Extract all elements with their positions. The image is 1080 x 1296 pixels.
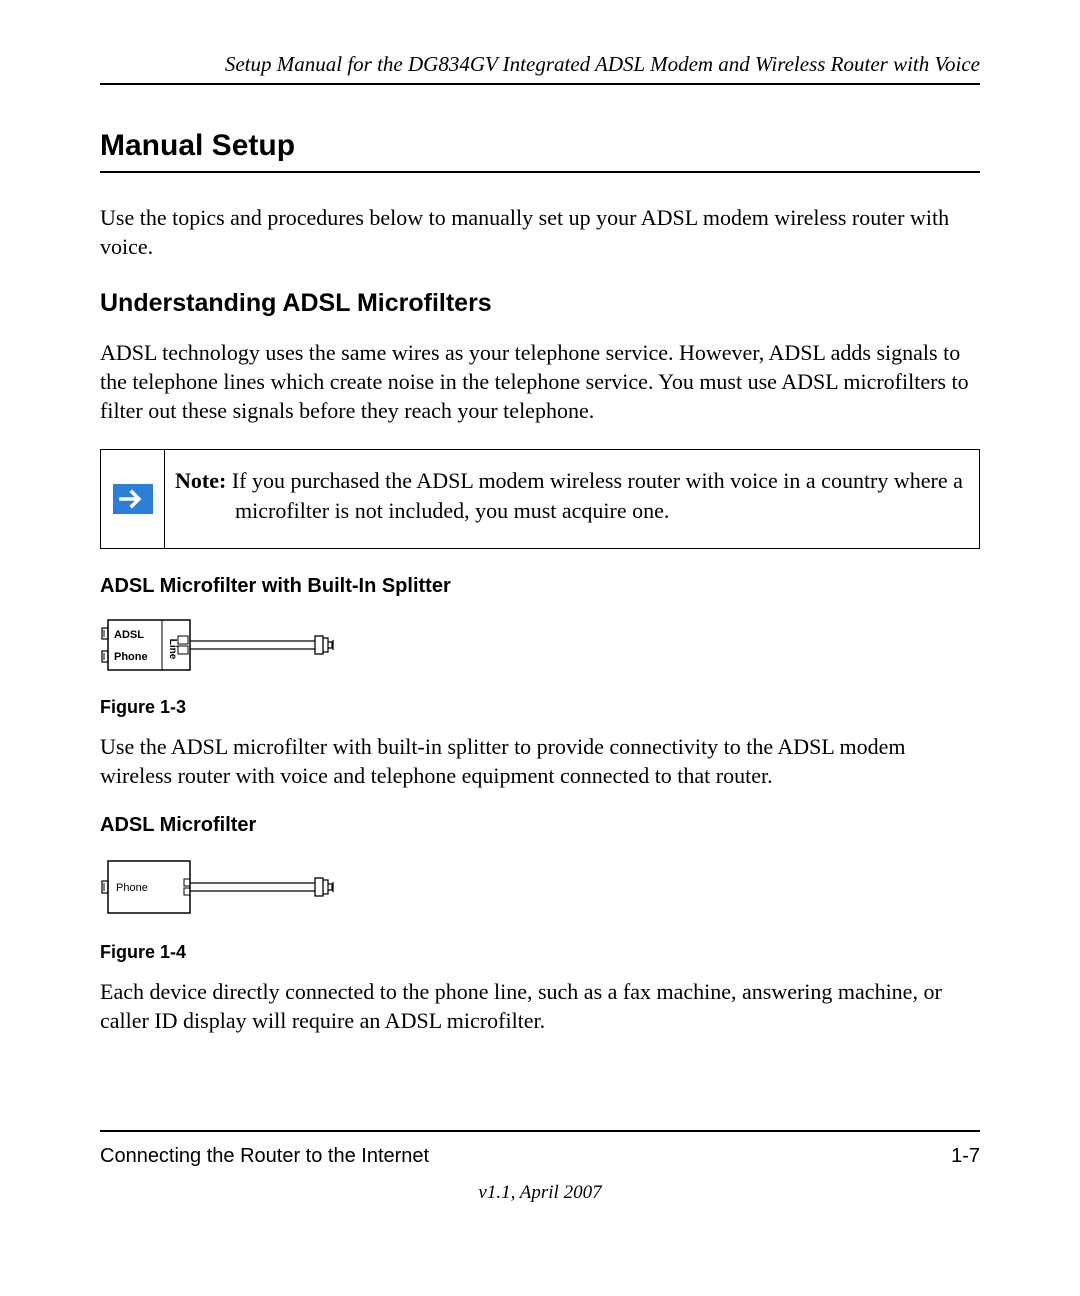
note-line2: microfilter is not included, you must ac… [175, 496, 963, 526]
note-callout: Note: If you purchased the ADSL modem wi… [100, 449, 980, 548]
page: Setup Manual for the DG834GV Integrated … [0, 0, 1080, 1296]
diagram-microfilter: Phone [100, 855, 980, 924]
footer-row: Connecting the Router to the Internet 1-… [100, 1145, 980, 1168]
figure-caption-1-3: Figure 1-3 [100, 697, 980, 718]
footer-version: v1.1, April 2007 [0, 1182, 1080, 1204]
label-phone: Phone [114, 651, 148, 663]
label-phone2: Phone [116, 882, 148, 894]
note-text: Note: If you purchased the ADSL modem wi… [165, 450, 977, 547]
footer-page-number: 1-7 [951, 1145, 980, 1168]
footer-rule [100, 1130, 980, 1132]
arrow-right-icon [113, 484, 153, 514]
label-line: Line [167, 638, 178, 659]
section-heading-2: Understanding ADSL Microfilters [100, 289, 980, 318]
subheading-microfilter: ADSL Microfilter [100, 814, 980, 837]
running-header: Setup Manual for the DG834GV Integrated … [100, 52, 980, 85]
footer-chapter: Connecting the Router to the Internet [100, 1145, 429, 1168]
note-label: Note: [175, 468, 226, 493]
subheading-splitter: ADSL Microfilter with Built-In Splitter [100, 575, 980, 598]
intro-paragraph: Use the topics and procedures below to m… [100, 203, 980, 261]
note-line1: If you purchased the ADSL modem wireless… [226, 468, 963, 493]
microfilter-paragraph: Each device directly connected to the ph… [100, 977, 980, 1035]
adsl-paragraph: ADSL technology uses the same wires as y… [100, 338, 980, 425]
splitter-paragraph: Use the ADSL microfilter with built-in s… [100, 732, 980, 790]
figure-caption-1-4: Figure 1-4 [100, 942, 980, 963]
label-adsl: ADSL [114, 629, 144, 641]
diagram-splitter: ADSL Phone Line [100, 616, 980, 679]
section-heading-1: Manual Setup [100, 129, 980, 173]
note-icon-column [101, 450, 165, 547]
